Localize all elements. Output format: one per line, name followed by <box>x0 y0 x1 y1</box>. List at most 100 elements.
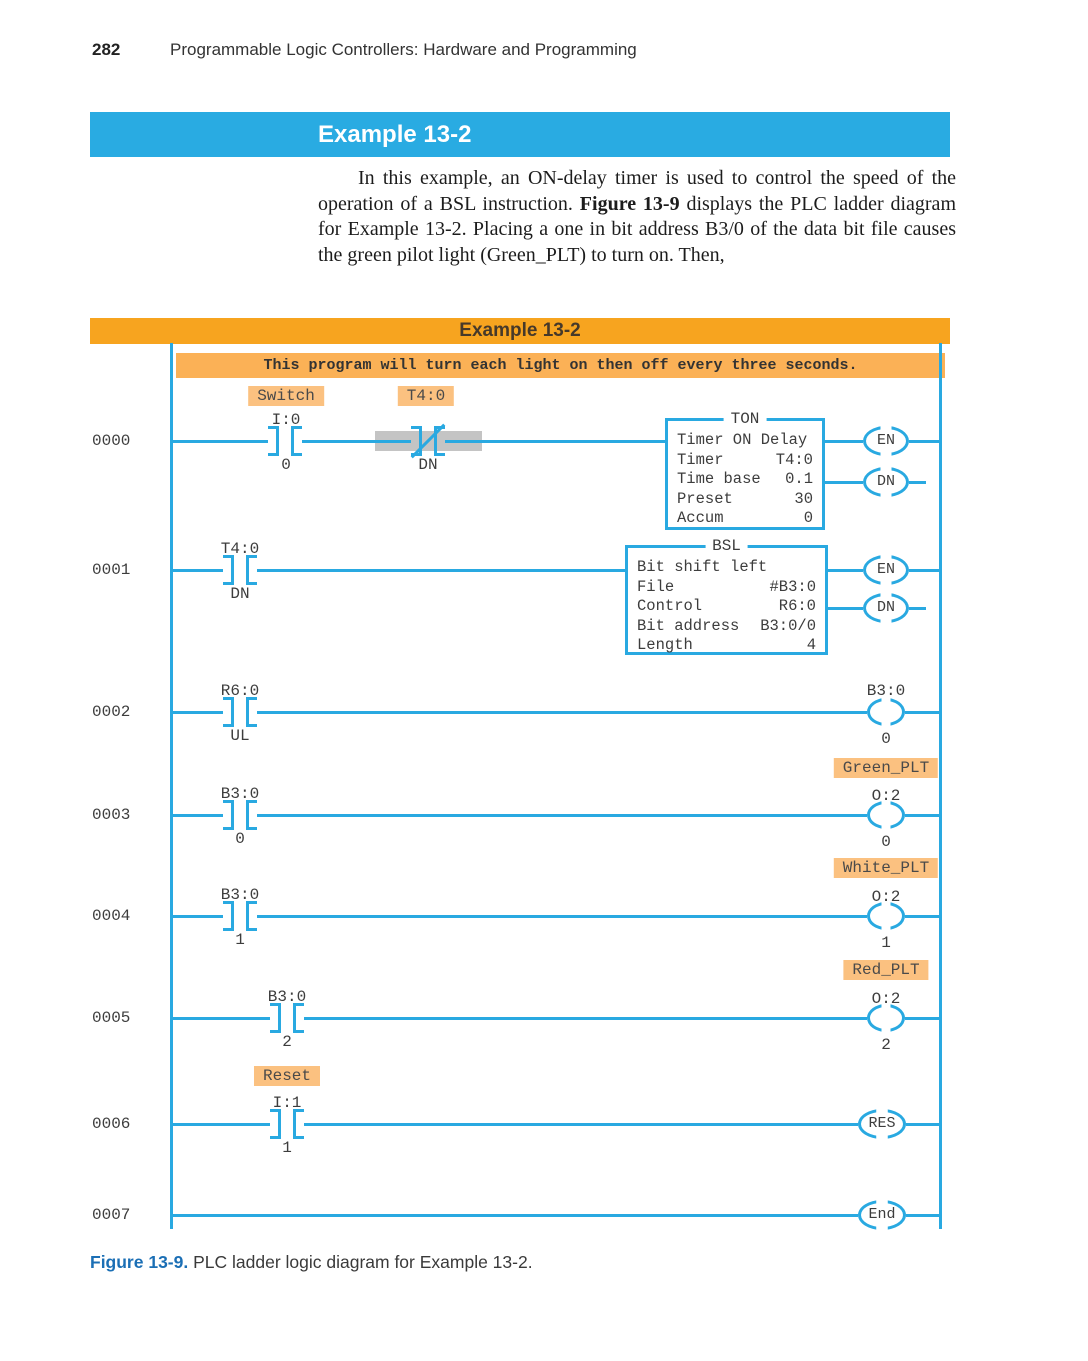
contact-bracket <box>270 1109 281 1139</box>
tag-white-plt: White_PLT <box>833 858 939 878</box>
contact-bracket <box>246 697 257 727</box>
block-row-label: Preset <box>677 489 733 508</box>
contact-address: I:0 <box>271 411 301 429</box>
end-coil: End <box>858 1200 906 1230</box>
figure-title-banner: Example 13-2 <box>90 318 950 344</box>
ladder-left-rail <box>170 343 173 1229</box>
contact-address: B3:0 <box>267 988 307 1006</box>
contact-bracket <box>246 555 257 585</box>
block-row-value: B3:0/0 <box>760 616 816 635</box>
wire-segment <box>170 1214 858 1217</box>
contact-address: I:1 <box>272 1094 302 1112</box>
contact-bit: 1 <box>282 1139 292 1157</box>
block-row-value: R6:0 <box>778 597 816 615</box>
wire-segment <box>909 607 926 610</box>
contact-bit: 2 <box>282 1033 292 1051</box>
tag-timer: T4:0 <box>397 386 455 406</box>
output-coil <box>867 902 905 930</box>
no-contact <box>268 426 302 456</box>
contact-bit: 0 <box>235 830 245 848</box>
page-number: 282 <box>92 40 121 59</box>
contact-bracket <box>246 800 257 830</box>
block-row: Control R6:0 <box>637 597 816 617</box>
tag-green-plt: Green_PLT <box>833 758 939 778</box>
example-banner: Example 13-2 <box>90 112 950 157</box>
coil-bit: 0 <box>881 730 891 748</box>
ladder-right-rail <box>939 343 942 1229</box>
wire-segment <box>304 1123 858 1126</box>
wire-segment <box>302 440 411 443</box>
en-coil: EN <box>863 555 909 585</box>
block-row: File #B3:0 <box>637 578 816 598</box>
block-row: Time base 0.1 <box>677 470 813 490</box>
output-coil <box>867 698 905 726</box>
coil-address: B3:0 <box>866 682 906 700</box>
no-contact <box>270 1109 304 1139</box>
wire-segment <box>170 1123 270 1126</box>
block-title: TON <box>723 410 767 428</box>
wire-segment <box>170 569 223 572</box>
block-row: Bit shift left <box>637 558 816 578</box>
wire-segment <box>828 607 863 610</box>
contact-bit: 0 <box>281 456 291 474</box>
no-contact <box>223 555 257 585</box>
contact-address: B3:0 <box>220 886 260 904</box>
block-row-value: 4 <box>806 636 816 654</box>
block-row-label: Bit address <box>637 616 740 635</box>
wire-segment <box>825 481 863 484</box>
wire-segment <box>445 440 665 443</box>
wire-segment <box>906 1214 940 1217</box>
block-row-label: Timer ON Delay <box>677 431 808 449</box>
ton-block: TON Timer ON Delay Timer T4:0 Time base 0.… <box>665 410 825 530</box>
wire-segment <box>909 440 940 443</box>
wire-segment <box>170 1017 270 1020</box>
block-row: Timer ON Delay <box>677 431 813 451</box>
wire-segment <box>909 481 926 484</box>
bsl-block: BSL Bit shift left File #B3:0 Control R6:0… <box>625 537 828 656</box>
body-paragraph: In this example, an ON-delay timer is us… <box>318 166 956 268</box>
contact-bracket <box>293 1003 304 1033</box>
contact-bit: 1 <box>235 931 245 949</box>
block-row-value: 0.1 <box>785 470 813 488</box>
figure-caption-text: PLC ladder logic diagram for Example 13-… <box>188 1252 533 1272</box>
block-row-label: Accum <box>677 509 724 527</box>
wire-segment <box>909 569 940 572</box>
block-row-value: T4:0 <box>775 450 813 469</box>
contact-bracket <box>223 800 234 830</box>
dn-coil: DN <box>863 593 909 623</box>
contact-bracket <box>223 697 234 727</box>
wire-segment <box>905 711 940 714</box>
block-row: Bit address B3:0/0 <box>637 617 816 637</box>
wire-segment <box>825 440 863 443</box>
rung-number: 0001 <box>92 561 131 579</box>
block-rows: Bit shift left File #B3:0 Control R6:0 Bit… <box>628 548 825 656</box>
contact-address: R6:0 <box>220 682 260 700</box>
rung-number: 0004 <box>92 907 131 925</box>
example-banner-title: Example 13-2 <box>318 121 472 148</box>
no-contact <box>223 697 257 727</box>
wire-segment <box>257 711 867 714</box>
wire-segment <box>257 814 867 817</box>
coil-label: DN <box>876 473 895 491</box>
contact-bit: DN <box>230 585 250 603</box>
contact-bracket <box>223 901 234 931</box>
coil-label: EN <box>876 432 895 450</box>
nc-contact <box>410 423 446 459</box>
wire-segment <box>906 1123 940 1126</box>
contact-bracket <box>223 555 234 585</box>
block-row-label: Control <box>637 597 703 615</box>
dn-coil: DN <box>863 467 909 497</box>
no-contact <box>223 800 257 830</box>
block-row: Length 4 <box>637 636 816 656</box>
no-contact <box>223 901 257 931</box>
output-coil <box>867 1004 905 1032</box>
block-row: Timer T4:0 <box>677 451 813 471</box>
figure-caption-label: Figure 13-9. <box>90 1252 189 1272</box>
coil-bit: 0 <box>881 833 891 851</box>
wire-segment <box>257 569 625 572</box>
coil-bit: 1 <box>881 934 891 952</box>
paragraph-text: In this example, an ON-delay timer is us… <box>318 167 956 215</box>
coil-label: DN <box>876 599 895 617</box>
rung-number: 0007 <box>92 1206 131 1224</box>
tag-reset: Reset <box>253 1066 321 1086</box>
